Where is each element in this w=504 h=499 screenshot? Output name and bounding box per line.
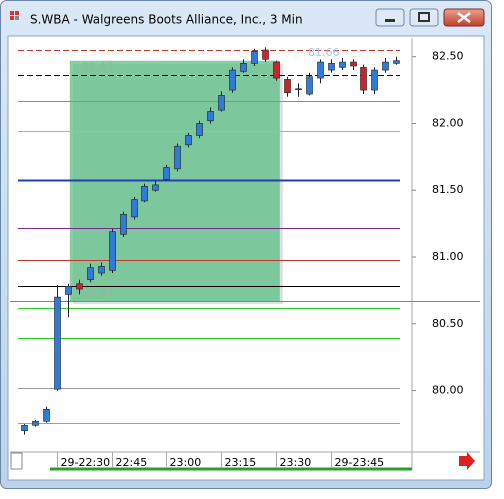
candle-body xyxy=(76,283,83,290)
box-top-label: 82.47 xyxy=(82,61,114,74)
candle-body xyxy=(295,88,302,91)
candle-body xyxy=(306,76,313,95)
x-tick-label: 23:30 xyxy=(280,456,312,469)
y-tick-label: 80.00 xyxy=(432,384,464,397)
candle-body xyxy=(65,286,72,295)
y-tick-label: 82.50 xyxy=(432,50,464,63)
candle-body xyxy=(339,61,346,68)
candle-body xyxy=(163,167,170,180)
candle-body xyxy=(54,296,61,390)
candle-body xyxy=(43,408,50,422)
candle-body xyxy=(207,111,214,122)
candle-body xyxy=(393,60,400,64)
plot-area: 82.47 80.67 80.00 80.50 81.00 81.50 82.00 82.50… xyxy=(10,46,480,469)
candle-body xyxy=(273,61,280,79)
candle-body xyxy=(120,213,127,235)
candle-body xyxy=(141,185,148,202)
app-icon xyxy=(10,11,19,20)
candle-body xyxy=(229,69,236,91)
y-tick-label: 81.00 xyxy=(432,250,464,263)
candle-body xyxy=(109,231,116,271)
x-tick-label: 22:45 xyxy=(116,456,148,469)
candle-body xyxy=(284,79,291,94)
candle-body xyxy=(32,420,39,426)
maximize-button[interactable] xyxy=(409,8,439,27)
x-tick-label: 29-23:45 xyxy=(335,456,385,469)
candle-body xyxy=(152,184,159,191)
box-bottom-label: 80.67 xyxy=(82,288,114,301)
candle-body xyxy=(87,267,94,281)
y-tick-label: 82.00 xyxy=(432,116,464,129)
candle-body xyxy=(131,199,138,218)
window-title: S.WBA - Walgreens Boots Alliance, Inc., … xyxy=(30,13,303,27)
candle-body xyxy=(371,69,378,91)
candle-body xyxy=(262,49,269,60)
x-tick-label: 23:00 xyxy=(170,456,202,469)
candle-body xyxy=(21,424,28,431)
scroll-arrow[interactable] xyxy=(459,452,475,470)
y-tick-label: 81.50 xyxy=(432,183,464,196)
minimize-button[interactable] xyxy=(375,8,405,27)
close-button[interactable] xyxy=(443,8,485,27)
annotation-label: 81.66 xyxy=(308,46,340,59)
candle-body xyxy=(317,61,324,79)
candle-body xyxy=(360,67,367,91)
checkbox[interactable] xyxy=(10,452,23,470)
x-tick-label: 29-22:30 xyxy=(61,456,111,469)
candle-body xyxy=(185,135,192,146)
candle-body xyxy=(98,266,105,274)
candle-body xyxy=(251,51,258,64)
candle-body xyxy=(328,63,335,71)
x-tick-label: 23:15 xyxy=(225,456,257,469)
candle-body xyxy=(240,63,247,72)
candle-body xyxy=(196,123,203,136)
y-tick-label: 80.50 xyxy=(432,317,464,330)
candle-body xyxy=(218,95,225,111)
candle-body xyxy=(382,61,389,71)
candle-body xyxy=(350,61,357,67)
candle-body xyxy=(174,145,181,170)
